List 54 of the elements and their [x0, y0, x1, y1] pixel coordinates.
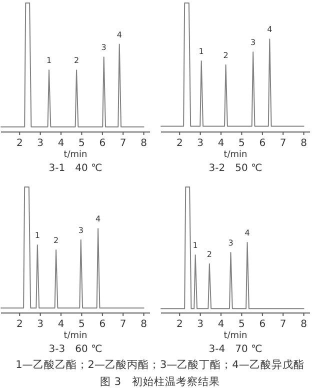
annotation: 2	[54, 236, 59, 245]
annotation: 1	[46, 56, 52, 66]
annotation: 1	[198, 47, 204, 56]
xtick: 8	[140, 138, 147, 149]
annotation: 4	[96, 214, 101, 224]
annotation: 4	[116, 30, 122, 40]
annotation: 1—乙酸乙酯；2—乙酸丙酯；3—乙酸丁酯；4—乙酸异戊酯	[16, 359, 304, 371]
xtick: 2	[16, 319, 23, 330]
xlabel: t/min	[224, 150, 248, 160]
annotation: 1	[34, 230, 40, 240]
xtick: 4	[58, 319, 64, 330]
annotation: 1	[192, 241, 198, 250]
annotation: 2	[223, 50, 228, 60]
xtick: 7	[120, 138, 126, 149]
xtick: 3	[37, 319, 44, 330]
xtick: 8	[140, 319, 147, 330]
xtick: 2	[176, 138, 183, 149]
xtick: 8	[300, 319, 307, 330]
annotation: 3	[250, 38, 256, 48]
xtick: 5	[78, 138, 85, 149]
annotation: 2	[206, 250, 212, 259]
title: 3-2 50 ℃	[208, 163, 262, 174]
title: 3-1 40 ℃	[48, 163, 102, 174]
xtick: 2	[176, 319, 183, 330]
annotation: 4	[267, 25, 272, 34]
title: 3-4 70 ℃	[208, 344, 262, 355]
annotation: 2	[74, 56, 80, 66]
xtick: 7	[280, 138, 286, 149]
xlabel: t/min	[64, 331, 88, 341]
annotation: 3	[228, 238, 234, 248]
xtick: 7	[280, 319, 286, 330]
xtick: 3	[197, 138, 204, 149]
xtick: 2	[16, 138, 23, 149]
xtick: 3	[197, 319, 204, 330]
xtick: 8	[300, 138, 307, 149]
xtick: 7	[120, 319, 126, 330]
annotation: 4	[244, 228, 250, 238]
xtick: 5	[78, 319, 85, 330]
xtick: 5	[238, 319, 245, 330]
xtick: 4	[218, 138, 224, 149]
annotation: 3	[78, 226, 84, 235]
annotation: 图 3 初始柱温考察结果	[100, 376, 220, 388]
xtick: 6	[259, 319, 266, 330]
xtick: 3	[37, 138, 44, 149]
annotation: 3	[101, 43, 106, 52]
xtick: 6	[99, 138, 106, 149]
xtick: 4	[218, 319, 224, 330]
xlabel: t/min	[224, 331, 248, 341]
xlabel: t/min	[64, 150, 88, 160]
xtick: 4	[58, 138, 64, 149]
xtick: 6	[99, 319, 106, 330]
xtick: 6	[259, 138, 266, 149]
title: 3-3 60 ℃	[48, 344, 102, 355]
xtick: 5	[238, 138, 245, 149]
